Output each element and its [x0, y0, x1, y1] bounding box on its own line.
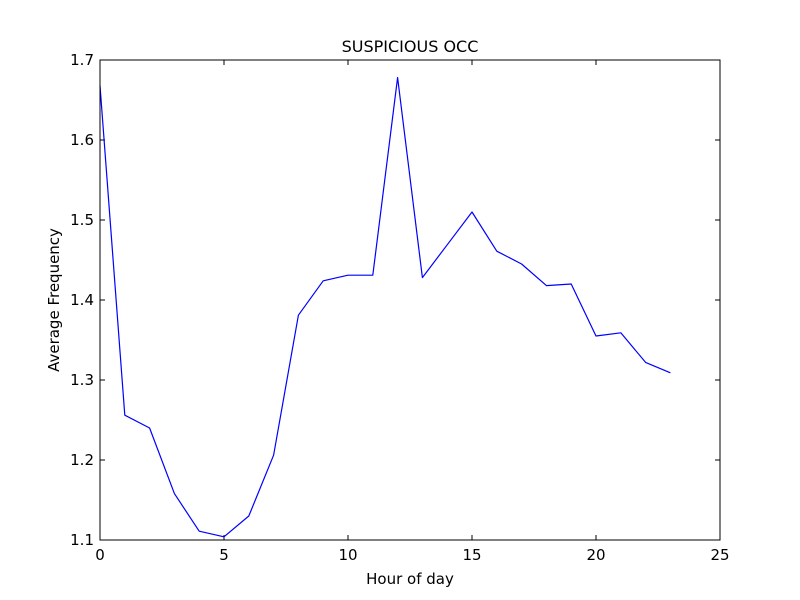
- x-tick-label: 25: [710, 546, 729, 564]
- y-axis-label: Average Frequency: [45, 228, 63, 372]
- series-line: [99, 76, 671, 538]
- y-tick-label: 1.7: [70, 51, 94, 69]
- plot-frame: [99, 59, 721, 541]
- x-tick-label: 10: [338, 546, 357, 564]
- y-tick-label: 1.1: [70, 531, 94, 549]
- x-tick-label: 5: [219, 546, 229, 564]
- x-tick-label: 0: [95, 546, 105, 564]
- y-tick-label: 1.2: [70, 451, 94, 469]
- x-tick-label: 20: [586, 546, 605, 564]
- x-tick-label: 15: [462, 546, 481, 564]
- axis-ticks: 0 5 10 15 20 25 1.1 1.2 1.3 1.4 1.5 1.6 1.7: [70, 51, 729, 564]
- chart-title: SUSPICIOUS OCC: [342, 37, 479, 56]
- y-tick-label: 1.5: [70, 211, 94, 229]
- y-tick-label: 1.6: [70, 131, 94, 149]
- x-axis-label: Hour of day: [366, 570, 454, 588]
- y-tick-label: 1.4: [70, 291, 94, 309]
- y-tick-label: 1.3: [70, 371, 94, 389]
- series-group: [99, 76, 671, 538]
